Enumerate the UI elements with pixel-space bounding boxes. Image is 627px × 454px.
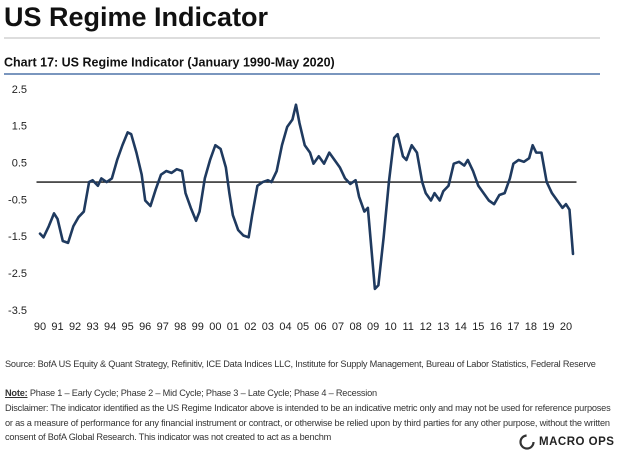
x-tick-label: 13 xyxy=(437,321,449,333)
logo-text: MACRO OPS xyxy=(539,436,615,448)
x-tick-label: 07 xyxy=(332,321,344,333)
x-tick-label: 15 xyxy=(472,321,484,333)
x-tick-label: 00 xyxy=(209,321,221,333)
x-tick-label: 12 xyxy=(420,321,432,333)
x-tick-label: 97 xyxy=(157,321,169,333)
y-tick-label: 2.5 xyxy=(12,84,27,96)
y-tick-label: -0.5 xyxy=(8,194,27,206)
x-tick-label: 16 xyxy=(490,321,502,333)
x-tick-label: 08 xyxy=(349,321,361,333)
x-tick-label: 10 xyxy=(385,321,397,333)
x-tick-label: 05 xyxy=(297,321,309,333)
note-label: Note: xyxy=(5,388,28,398)
x-tick-label: 98 xyxy=(174,321,186,333)
x-tick-label: 92 xyxy=(69,321,81,333)
logo: MACRO OPS xyxy=(518,430,627,454)
x-tick-label: 95 xyxy=(122,321,134,333)
x-tick-label: 20 xyxy=(560,321,572,333)
y-tick-label: -1.5 xyxy=(8,231,27,243)
x-tick-label: 14 xyxy=(455,321,467,333)
x-tick-label: 06 xyxy=(314,321,326,333)
note: Note: Phase 1 – Early Cycle; Phase 2 – M… xyxy=(5,386,615,401)
y-tick-label: 0.5 xyxy=(12,158,27,170)
x-tick-label: 91 xyxy=(51,321,63,333)
logo-icon xyxy=(519,434,535,450)
indicator-line xyxy=(38,103,575,291)
x-tick-label: 19 xyxy=(542,321,554,333)
note-text: Phase 1 – Early Cycle; Phase 2 – Mid Cyc… xyxy=(29,388,377,398)
source-note: Source: BofA US Equity & Quant Strategy,… xyxy=(5,359,596,369)
x-tick-label: 01 xyxy=(227,321,239,333)
y-tick-label: 1.5 xyxy=(12,121,27,133)
x-tick-label: 96 xyxy=(139,321,151,333)
x-tick-label: 11 xyxy=(402,321,413,333)
x-tick-label: 94 xyxy=(104,321,116,333)
disclaimer: Disclaimer: The indicator identified as … xyxy=(5,403,611,442)
y-tick-label: -3.5 xyxy=(8,305,27,317)
y-tick-label: -2.5 xyxy=(8,268,27,280)
page-title: US Regime Indicator xyxy=(4,2,269,32)
x-tick-label: 09 xyxy=(367,321,379,333)
x-tick-label: 02 xyxy=(244,321,256,333)
chart-title: Chart 17: US Regime Indicator (January 1… xyxy=(4,55,335,69)
x-tick-label: 04 xyxy=(279,321,291,333)
x-tick-label: 90 xyxy=(34,321,46,333)
x-tick-label: 17 xyxy=(507,321,519,333)
x-tick-label: 93 xyxy=(86,321,98,333)
x-tick-label: 03 xyxy=(262,321,274,333)
x-tick-label: 18 xyxy=(525,321,537,333)
x-tick-label: 99 xyxy=(192,321,204,333)
